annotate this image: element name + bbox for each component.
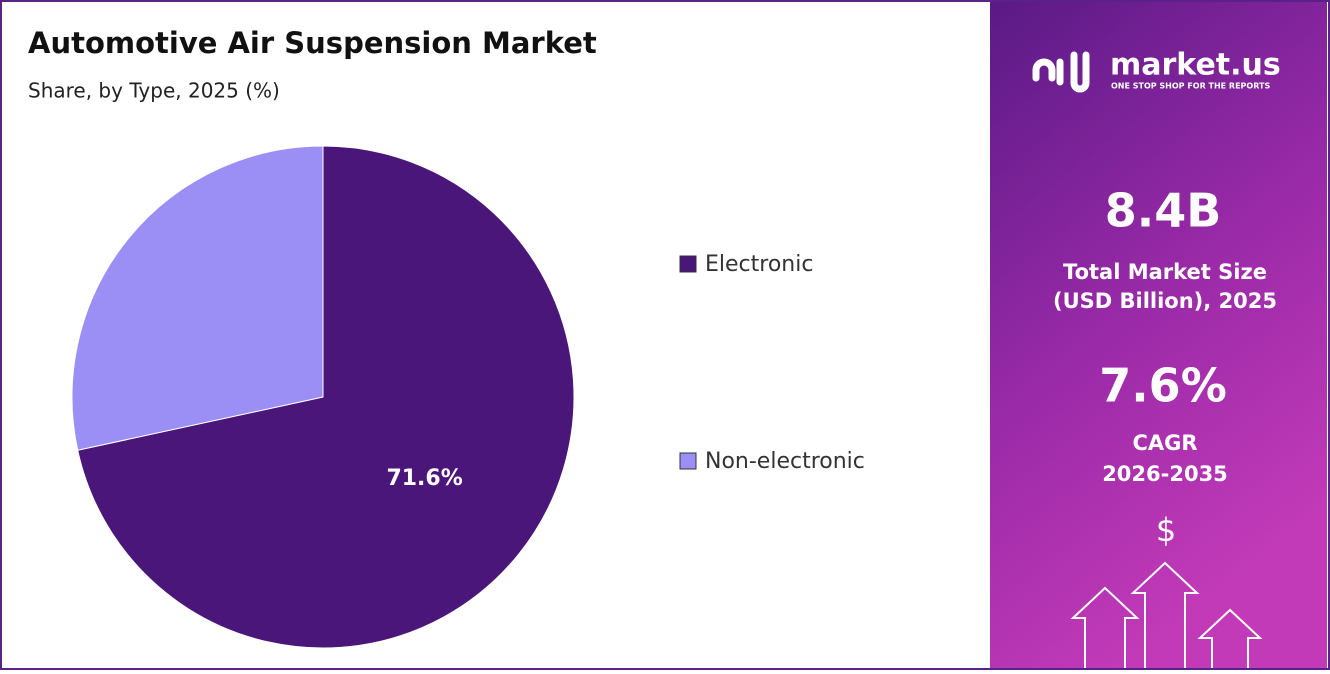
side-panel (990, 2, 1327, 668)
data-label: 71.6% (386, 466, 462, 491)
market-size-label: Total Market Size (1063, 260, 1267, 284)
cagr-label: CAGR (1132, 431, 1197, 455)
pie-slice (77, 145, 575, 649)
cagr: 7.6% (1099, 359, 1227, 413)
legend-label: Non-electronic (705, 449, 865, 474)
pie-slice (71, 145, 324, 451)
market-size: 8.4B (1105, 184, 1222, 238)
tagline: ONE STOP SHOP FOR THE REPORTS (1111, 82, 1270, 91)
chart-subtitle: Share, by Type, 2025 (%) (28, 79, 280, 103)
brand: market.us (1110, 48, 1281, 83)
market-size-label: (USD Billion), 2025 (1053, 289, 1277, 313)
currency-icon: $ (1156, 511, 1176, 549)
legend-swatch (679, 452, 697, 470)
chart-title: Automotive Air Suspension Market (28, 26, 597, 60)
legend-swatch (679, 255, 697, 273)
cagr-label: 2026-2035 (1102, 462, 1228, 486)
legend-label: Electronic (705, 252, 813, 277)
growth-arrows (1070, 561, 1263, 668)
logo-icon (1032, 51, 1090, 93)
